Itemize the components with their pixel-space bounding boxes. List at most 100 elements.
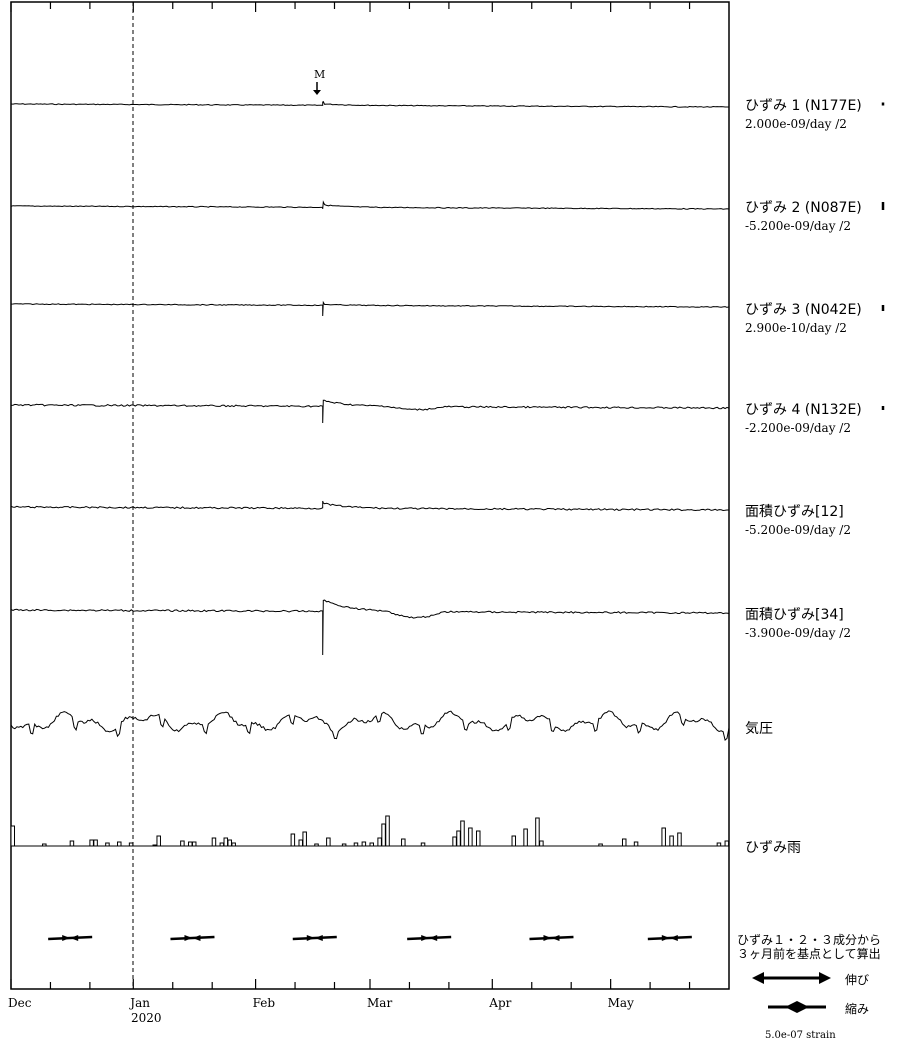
- rain-bar: [452, 836, 457, 847]
- series-name-label: 気圧: [745, 721, 773, 737]
- rain-bar: [10, 825, 15, 847]
- rain-bar: [219, 842, 225, 847]
- principal-arrow-icon: [170, 935, 215, 941]
- series-labels: ひずみ 1 (N177E) 2.000e-09/day /2 ひずみ 2 (N087…: [745, 98, 885, 856]
- rain-bar: [42, 843, 47, 847]
- rain-bar: [341, 843, 347, 847]
- rain-bar: [456, 830, 461, 847]
- pressure-series: [10, 710, 730, 742]
- contraction-legend-label: 縮み: [845, 1001, 869, 1016]
- month-label: Feb: [253, 996, 276, 1010]
- strain-series-line: [10, 200, 730, 210]
- rain-bar: [211, 837, 217, 847]
- rain-bar: [180, 840, 185, 847]
- rain-bar: [598, 843, 603, 847]
- series-name-label: ひずみ 3 (N042E): [745, 302, 862, 318]
- series-name-label: ひずみ 1 (N177E): [745, 98, 862, 114]
- rain-bar: [361, 841, 367, 847]
- rain-bar: [621, 838, 627, 847]
- series-rate-label: -3.900e-09/day /2: [745, 626, 851, 640]
- rain-bar: [535, 817, 540, 847]
- rain-bar: [191, 841, 197, 847]
- rain-bar: [69, 840, 75, 847]
- series-rate-label: -2.200e-09/day /2: [745, 421, 851, 435]
- rain-bar: [539, 840, 544, 847]
- rain-bar: [302, 831, 307, 847]
- principal-note-line2: ３ヶ月前を基点として算出: [737, 946, 881, 961]
- series-rate-label: 2.900e-10/day /2: [745, 321, 847, 335]
- principal-note-line1: ひずみ１・２・３成分から: [737, 933, 881, 947]
- pressure-line: [10, 710, 730, 742]
- month-label: Apr: [488, 996, 511, 1010]
- rain-bar: [227, 839, 232, 847]
- extension-legend-icon: [752, 972, 831, 984]
- rain-bar: [401, 838, 406, 847]
- rain-bar: [716, 842, 722, 847]
- year-label: 2020: [131, 1011, 162, 1025]
- rain-bar: [89, 839, 94, 847]
- month-label: May: [608, 996, 634, 1010]
- series-name-label: ひずみ雨: [745, 840, 801, 856]
- rain-bar: [523, 828, 528, 847]
- contraction-legend-icon: [768, 1001, 826, 1013]
- month-label: Dec: [8, 996, 32, 1010]
- month-label: Mar: [367, 996, 392, 1010]
- series-rate-label: 2.000e-09/day /2: [745, 117, 847, 131]
- principal-arrow-icon: [48, 935, 93, 941]
- tick-marks: [10, 2, 691, 989]
- rain-bar: [117, 841, 122, 847]
- rain-bar: [661, 827, 666, 847]
- rain-bar: [326, 837, 331, 847]
- rain-bar: [460, 820, 465, 847]
- month-label: Jan: [128, 996, 150, 1010]
- strain-series-line: [10, 100, 729, 108]
- series-lines: [10, 100, 730, 656]
- rain-bar: [377, 837, 382, 847]
- plot-frame: [10, 1, 730, 990]
- principal-strain-arrows: [48, 935, 692, 941]
- rain-bars: [10, 815, 730, 847]
- principal-arrow-icon: [407, 935, 452, 941]
- series-rate-label: -5.200e-09/day /2: [745, 523, 851, 537]
- strain-series-line: [10, 399, 730, 424]
- principal-arrow-icon: [292, 935, 337, 941]
- series-name-label: 面積ひずみ[12]: [745, 504, 844, 520]
- rain-bar: [420, 842, 426, 847]
- series-name-label: ひずみ 2 (N087E): [745, 200, 862, 216]
- rain-bar: [223, 837, 229, 847]
- rain-bar: [468, 827, 473, 847]
- rain-bar: [188, 841, 193, 847]
- rain-bar: [724, 840, 730, 847]
- rain-bar: [105, 842, 110, 847]
- rain-bar: [152, 844, 158, 847]
- series-rate-label: -5.200e-09/day /2: [745, 219, 851, 233]
- rain-bar: [633, 841, 639, 847]
- rain-bar: [231, 842, 236, 847]
- rain-bar: [381, 823, 386, 847]
- rain-bar: [511, 835, 517, 847]
- strain-series-line: [10, 500, 729, 512]
- strain-series-line: [10, 599, 730, 656]
- month-labels: Dec Jan Feb Mar Apr May: [8, 996, 634, 1010]
- strain-series-line: [10, 300, 730, 317]
- rain-bar: [369, 842, 374, 847]
- event-marker-label: M: [314, 68, 325, 81]
- series-name-label: 面積ひずみ[34]: [745, 607, 844, 623]
- series-name-label: ひずみ 4 (N132E): [745, 402, 862, 418]
- rain-bar: [314, 843, 319, 847]
- rain-bar: [128, 842, 134, 847]
- rain-bar: [476, 830, 481, 847]
- rain-bar: [669, 835, 674, 847]
- rain-bar: [385, 815, 390, 847]
- principal-arrow-icon: [647, 935, 692, 941]
- scale-label: 5.0e-07 strain: [765, 1030, 836, 1041]
- rain-bar: [353, 842, 359, 847]
- extension-legend-label: 伸び: [845, 973, 869, 987]
- rain-bar: [677, 832, 682, 847]
- principal-arrow-icon: [529, 935, 574, 941]
- rain-bar: [156, 835, 161, 847]
- rain-bar: [290, 833, 296, 847]
- rain-bar: [298, 839, 303, 847]
- rain-bar: [93, 839, 98, 847]
- event-marker-arrow-icon: [313, 82, 321, 95]
